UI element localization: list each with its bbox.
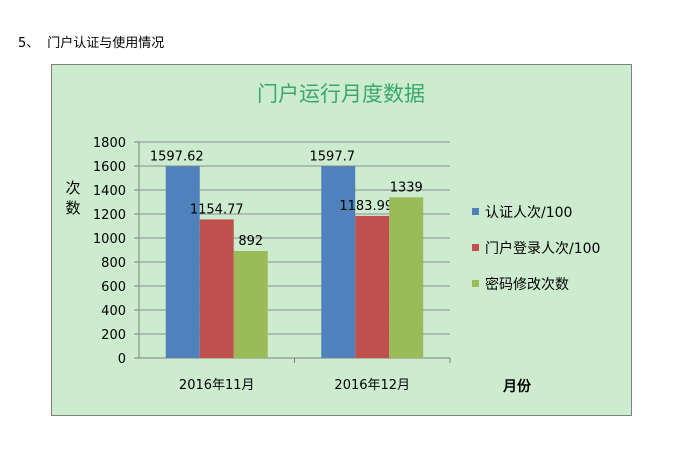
- data-label: 1154.77: [190, 202, 244, 217]
- data-label: 1597.62: [150, 149, 204, 164]
- legend-swatch-1: [472, 208, 479, 215]
- legend-label: 门户登录人次/100: [485, 240, 600, 257]
- y-tick-label: 1800: [93, 136, 126, 151]
- legend-swatch-2: [472, 244, 479, 251]
- bar-1-2: [321, 166, 356, 358]
- y-tick-label: 1200: [93, 208, 126, 223]
- y-axis-title: 次数: [65, 179, 80, 217]
- x-axis-title: 月份: [502, 378, 532, 395]
- bar-2-2: [355, 215, 390, 358]
- y-tick-label: 200: [101, 328, 126, 343]
- y-tick-label: 1400: [93, 184, 126, 199]
- y-tick-label: 400: [101, 304, 126, 319]
- legend-label: 密码修改次数: [485, 276, 569, 293]
- x-tick-label: 2016年12月: [334, 378, 410, 393]
- chart-title: 门户运行月度数据: [257, 82, 425, 106]
- section-title: 门户认证与使用情况: [47, 36, 165, 51]
- x-tick-label: 2016年11月: [179, 378, 255, 393]
- y-tick-label: 600: [101, 280, 126, 295]
- section-heading: 5、 门户认证与使用情况: [18, 36, 164, 52]
- data-label: 1183.99: [339, 199, 393, 214]
- data-label: 1339: [390, 180, 423, 195]
- chart-area: 门户运行月度数据次数 0 200 400 600 800 1000 1200 1400 1600 1…: [51, 64, 632, 416]
- bar-3-2: [389, 197, 424, 358]
- y-tick-label: 1000: [93, 232, 126, 247]
- bar-3-1: [233, 250, 268, 358]
- data-label: 892: [238, 234, 263, 249]
- y-tick-label: 1600: [93, 160, 126, 175]
- y-tick-label: 800: [101, 256, 126, 271]
- bar-1-1: [165, 166, 200, 358]
- section-number: 5、: [18, 36, 40, 51]
- y-tick-label: 0: [118, 352, 126, 367]
- legend-label: 认证人次/100: [485, 205, 572, 221]
- legend-swatch-3: [472, 280, 479, 287]
- data-label: 1597.7: [310, 149, 356, 164]
- bar-2-1: [199, 219, 234, 358]
